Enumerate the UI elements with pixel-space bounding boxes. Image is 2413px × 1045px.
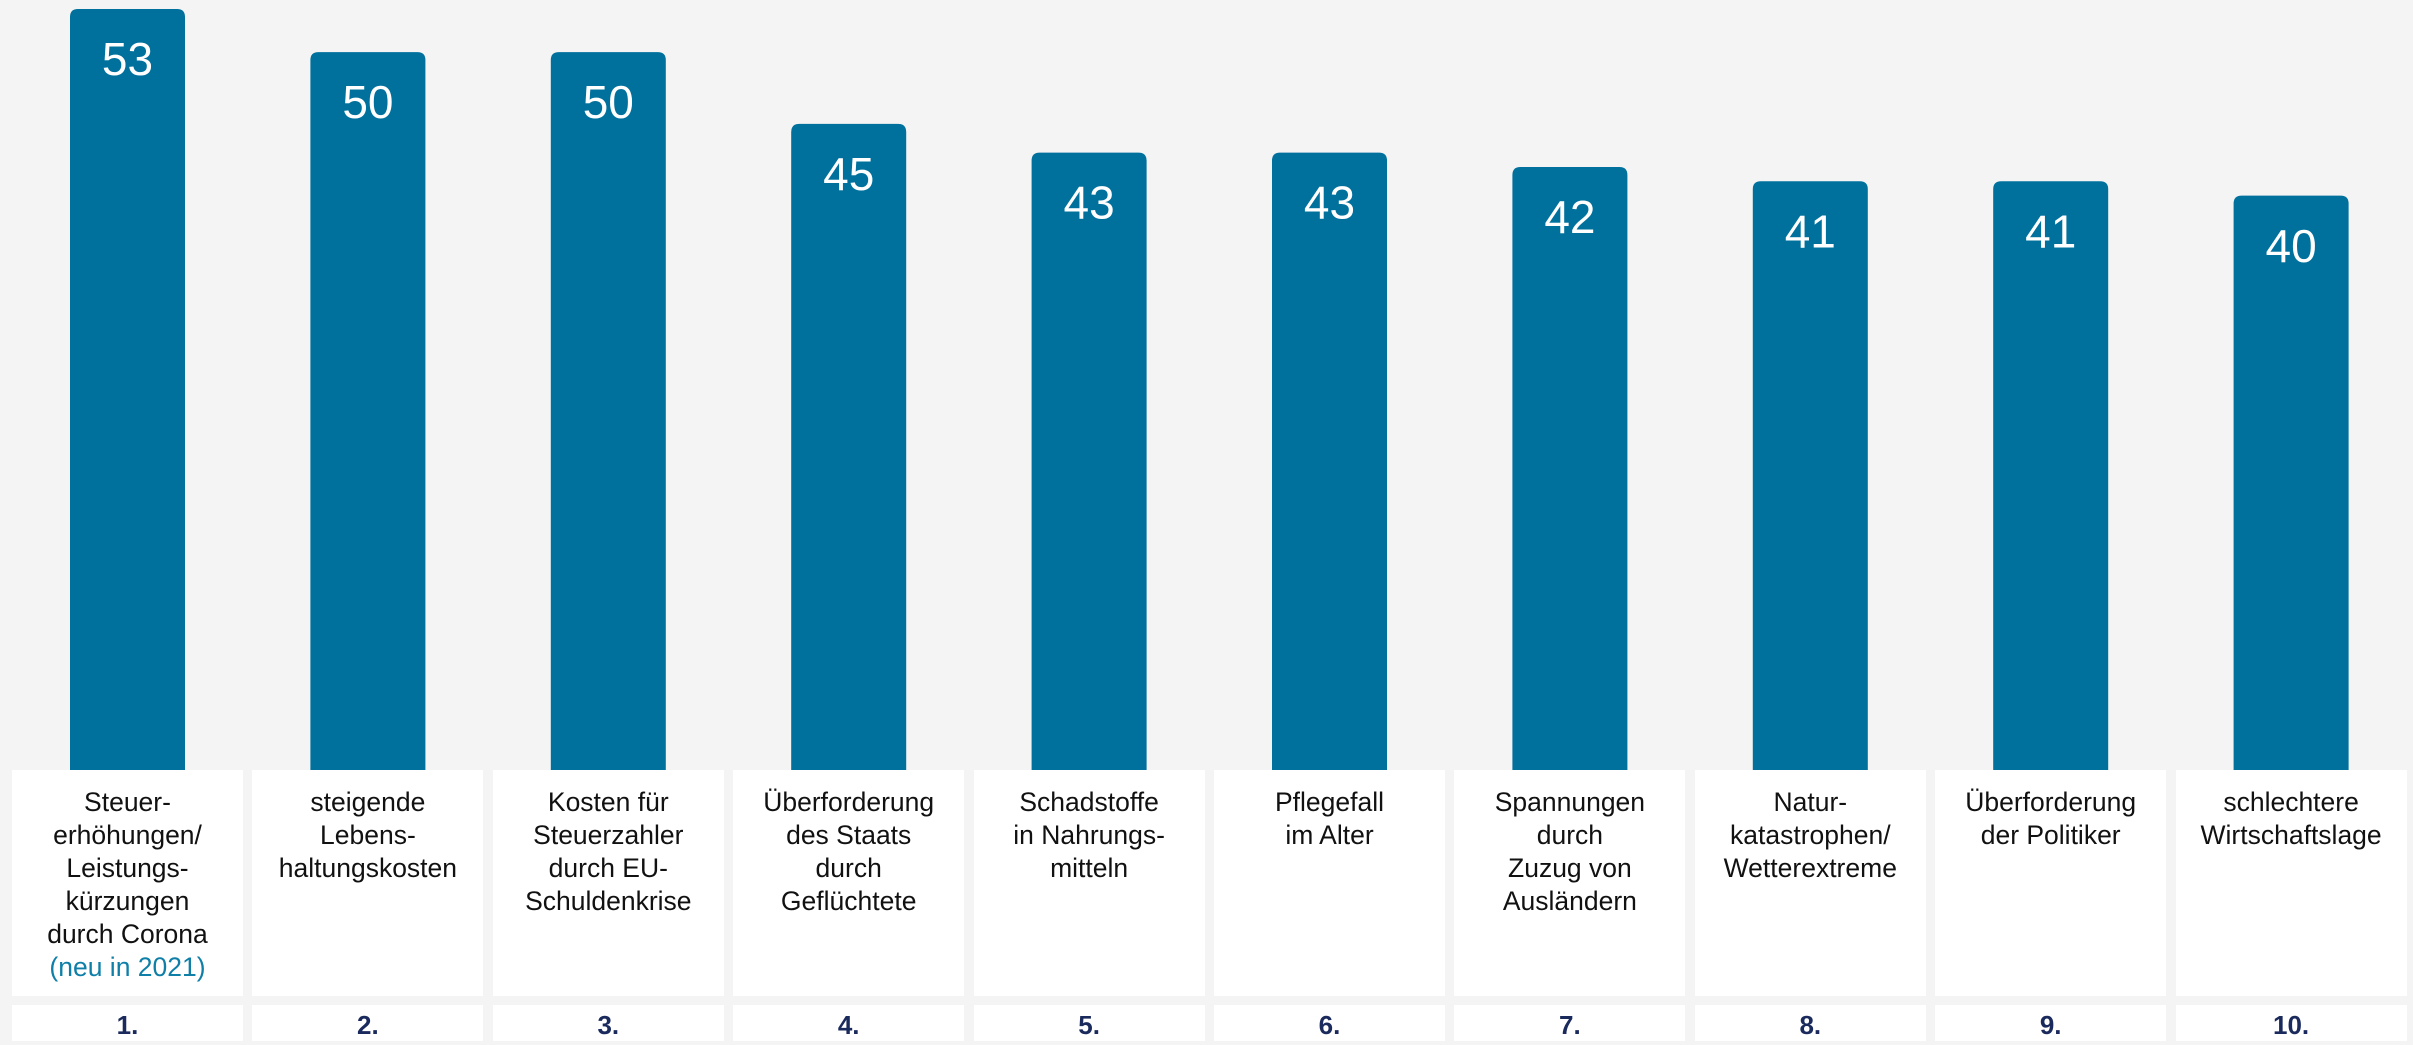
- annotation: (neu in 2021): [49, 952, 206, 982]
- category-label: Überforderung des Staats durch Geflüchte…: [763, 787, 935, 916]
- value-label: 45: [823, 148, 874, 200]
- category-label: steigende Lebens- haltungskosten: [278, 787, 458, 883]
- category-label: Spannungen durch Zuzug von Ausländern: [1494, 787, 1646, 916]
- category-label: Überforderung der Politiker: [1965, 787, 2137, 850]
- rank-label: 6.: [1214, 1005, 1445, 1041]
- bar: [1993, 181, 2109, 770]
- category-label: Schadstoffe in Nahrungs- mitteln: [1013, 787, 1165, 883]
- category-label: Steuer- erhöhungen/ Leistungs- kürzungen…: [47, 787, 208, 949]
- bar: [1512, 166, 1628, 770]
- rank-label: 9.: [1935, 1005, 2167, 1041]
- category-label: Natur- katastrophen/ Wetterextreme: [1723, 787, 1897, 883]
- bar: [1752, 181, 1868, 770]
- category-box: Steuer- erhöhungen/ Leistungs- kürzungen…: [12, 770, 243, 996]
- category-box: Überforderung des Staats durch Geflüchte…: [733, 770, 965, 996]
- category-box: steigende Lebens- haltungskosten: [252, 770, 484, 996]
- category-label: schlechtere Wirtschaftslage: [2200, 787, 2382, 850]
- bar: [550, 52, 666, 770]
- bar: [70, 9, 185, 770]
- category-box: Pflegefall im Alter: [1214, 770, 1445, 996]
- value-label: 50: [342, 76, 393, 128]
- bar: [1272, 152, 1387, 770]
- value-label: 43: [1064, 177, 1115, 229]
- category-box: Natur- katastrophen/ Wetterextreme: [1694, 770, 1926, 996]
- value-label: 42: [1544, 191, 1595, 243]
- value-label: 41: [1785, 205, 1836, 257]
- bar: [2233, 195, 2349, 770]
- rank-label: 1.: [12, 1005, 243, 1041]
- rank-label: 5.: [973, 1005, 1205, 1041]
- category-label: Pflegefall im Alter: [1274, 787, 1384, 850]
- category-box: schlechtere Wirtschaftslage: [2175, 770, 2407, 996]
- category-box: Schadstoffe in Nahrungs- mitteln: [973, 770, 1205, 996]
- rank-label: 7.: [1454, 1005, 1686, 1041]
- rank-label: 3.: [492, 1005, 724, 1041]
- category-box: Kosten für Steuerzahler durch EU- Schuld…: [492, 770, 724, 996]
- category-box: Überforderung der Politiker: [1935, 770, 2167, 996]
- bar: [1031, 152, 1147, 770]
- value-label: 41: [2025, 205, 2076, 257]
- rank-label: 8.: [1694, 1005, 1926, 1041]
- value-label: 43: [1304, 177, 1355, 229]
- category-label: Kosten für Steuerzahler durch EU- Schuld…: [525, 787, 692, 916]
- value-label: 40: [2266, 220, 2317, 272]
- rank-label: 10.: [2175, 1005, 2407, 1041]
- bar: [791, 123, 907, 770]
- rank-label: 4.: [733, 1005, 965, 1041]
- bar: [310, 52, 426, 770]
- rank-label: 2.: [252, 1005, 484, 1041]
- chart: 53 50 50 45 43 43 42 41 41 40: [70, 9, 2349, 770]
- category-box: Spannungen durch Zuzug von Ausländern: [1454, 770, 1686, 996]
- value-label: 53: [102, 33, 153, 85]
- value-label: 50: [583, 76, 634, 128]
